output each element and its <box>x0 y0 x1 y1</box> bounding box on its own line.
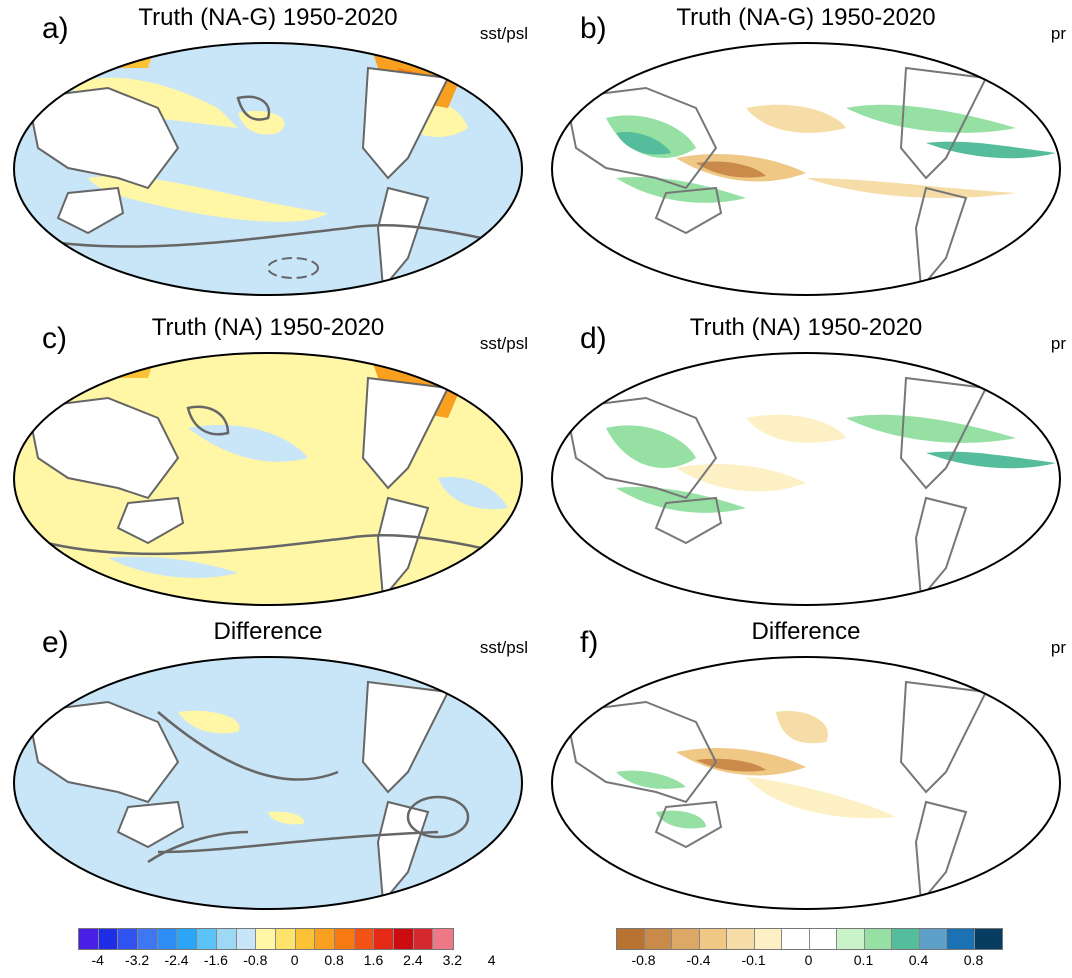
colorbar-swatch <box>295 929 316 949</box>
colorbar-swatch <box>782 929 810 949</box>
colorbar-tick-label: 4 <box>487 952 496 968</box>
colorbar-swatch <box>157 929 178 949</box>
colorbar-swatch <box>334 929 355 949</box>
panel-variable: sst/psl <box>479 24 528 43</box>
panel-label: c) <box>42 322 67 355</box>
colorbar-swatch <box>236 929 257 949</box>
panel-title: Truth (NA) 1950-2020 <box>151 314 385 341</box>
panel-title: Difference <box>213 618 323 645</box>
panel-e: e) Difference sst/psl <box>8 614 528 914</box>
colorbar-tick-label: -0.1 <box>741 952 766 968</box>
colorbar-sst-ticks: -4 -3.2 -2.4 -1.6 -0.8 0 0.8 1.6 2.4 3.2 4 <box>78 952 495 972</box>
colorbar-tick-label: 3.2 <box>442 952 463 968</box>
panel-label: b) <box>580 12 607 45</box>
panel-c: c) Truth (NA) 1950-2020 sst/psl <box>8 310 528 610</box>
colorbar-swatch <box>354 929 375 949</box>
panel-a: a) Truth (NA-G) 1950-2020 sst/psl <box>8 0 528 300</box>
panel-b: b) Truth (NA-G) 1950-2020 pr <box>546 0 1066 300</box>
panel-variable: pr <box>1050 24 1066 43</box>
colorbar-tick-label: -4 <box>91 952 104 968</box>
panel-variable: sst/psl <box>479 334 528 353</box>
colorbar-swatch <box>892 929 920 949</box>
colorbar-swatch <box>197 929 217 949</box>
colorbar-swatch <box>809 929 837 949</box>
colorbar-tick-label: -0.8 <box>243 952 268 968</box>
colorbar-swatch <box>727 929 755 949</box>
panel-variable: pr <box>1050 638 1066 657</box>
colorbar-swatch <box>754 929 782 949</box>
colorbar-swatch <box>617 929 645 949</box>
colorbar-swatch <box>699 929 727 949</box>
colorbar-tick-label: 0.4 <box>908 952 929 968</box>
colorbar-tick-label: -0.4 <box>686 952 711 968</box>
colorbar-swatch <box>275 929 296 949</box>
world-map-pr <box>551 42 1061 296</box>
world-map-pr <box>551 352 1061 606</box>
colorbar-tick-label: 0.8 <box>963 952 984 968</box>
panel-title: Truth (NA-G) 1950-2020 <box>138 4 398 31</box>
colorbar-swatch <box>256 929 276 949</box>
world-map-sst-psl <box>13 656 523 910</box>
colorbar-tick-label: 1.6 <box>363 952 384 968</box>
panel-label: d) <box>580 322 607 355</box>
colorbar-tick-label: -1.6 <box>203 952 228 968</box>
panel-title: Truth (NA-G) 1950-2020 <box>676 4 936 31</box>
panel-d: d) Truth (NA) 1950-2020 pr <box>546 310 1066 610</box>
colorbar-swatch <box>919 929 947 949</box>
panel-title: Difference <box>751 618 861 645</box>
colorbar-swatch <box>947 929 975 949</box>
colorbar-swatch <box>433 929 454 949</box>
panel-label: f) <box>580 626 599 659</box>
colorbar-tick-label: -3.2 <box>125 952 150 968</box>
panel-f: f) Difference pr <box>546 614 1066 914</box>
world-map-pr <box>551 656 1061 910</box>
panel-variable: sst/psl <box>479 638 528 657</box>
colorbar-swatch <box>837 929 865 949</box>
colorbar-swatch <box>374 929 394 949</box>
panel-label: e) <box>42 626 69 659</box>
colorbar-tick-label: 2.4 <box>403 952 423 968</box>
colorbar-tick-label: 0.8 <box>324 952 344 968</box>
panel-label: a) <box>42 12 69 45</box>
colorbar-swatch <box>138 929 158 949</box>
colorbar-swatch <box>672 929 700 949</box>
colorbar-pr <box>616 928 1003 950</box>
colorbar-tick-label: 0 <box>290 952 299 968</box>
colorbar-swatch <box>974 929 1002 949</box>
colorbar-swatch <box>413 929 434 949</box>
colorbar-swatch <box>98 929 119 949</box>
colorbar-swatch <box>177 929 198 949</box>
colorbar-tick-label: -0.8 <box>631 952 656 968</box>
colorbar-swatch <box>79 929 99 949</box>
world-map-sst-psl <box>13 352 523 606</box>
colorbar-swatch <box>644 929 672 949</box>
colorbar-pr-ticks: -0.8 -0.4 -0.1 0 0.1 0.4 0.8 <box>616 952 1001 972</box>
colorbar-swatch <box>864 929 892 949</box>
colorbar-tick-label: 0 <box>804 952 813 968</box>
colorbar-sst <box>78 928 455 950</box>
colorbar-swatch <box>315 929 335 949</box>
colorbar-tick-label: 0.1 <box>853 952 874 968</box>
colorbar-swatch <box>394 929 414 949</box>
colorbar-swatch <box>118 929 139 949</box>
world-map-sst-psl <box>13 42 523 296</box>
panel-title: Truth (NA) 1950-2020 <box>689 314 923 341</box>
colorbar-tick-label: -2.4 <box>164 952 189 968</box>
panel-variable: pr <box>1050 334 1066 353</box>
colorbar-swatch <box>216 929 237 949</box>
